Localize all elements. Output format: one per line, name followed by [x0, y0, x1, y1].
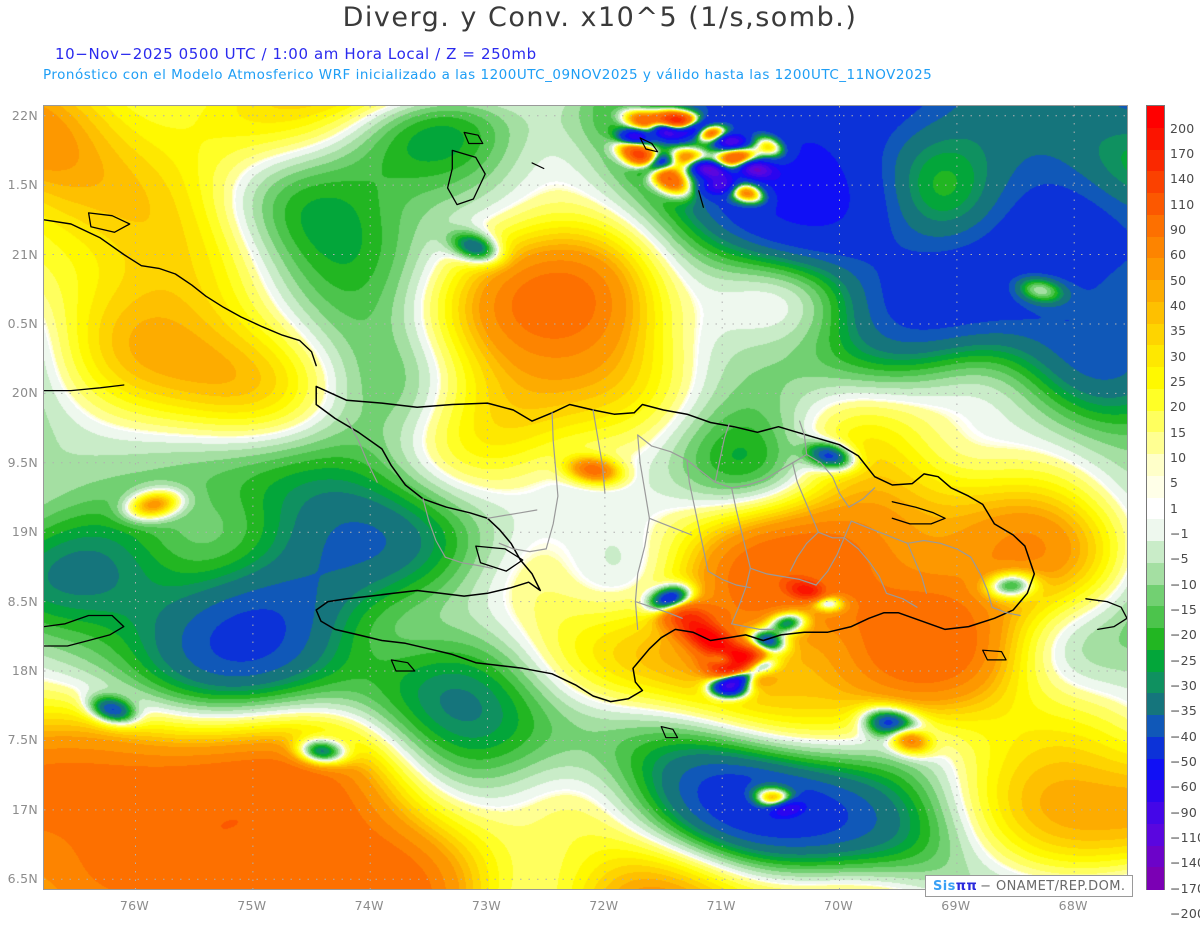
colorbar-segment-24 — [1147, 628, 1164, 651]
colorbar-segment-21 — [1147, 562, 1164, 586]
map-plot-area[interactable] — [43, 105, 1128, 890]
colorbar-segment-8 — [1147, 280, 1164, 303]
colorbar-label-8: 35 — [1170, 323, 1187, 339]
colorbar-segment-28 — [1147, 715, 1164, 738]
colorbar-label-31: −200 — [1170, 905, 1200, 921]
lon-tick-0: 76W — [119, 898, 150, 913]
divergence-field — [44, 106, 1127, 889]
colorbar-label-12: 15 — [1170, 424, 1187, 440]
colorbar-label-16: −1 — [1170, 525, 1189, 541]
colorbar-label-4: 90 — [1170, 222, 1187, 238]
colorbar-segment-17 — [1147, 475, 1164, 499]
colorbar-label-10: 25 — [1170, 374, 1187, 389]
lon-tick-3: 73W — [471, 898, 502, 913]
colorbar-segment-33 — [1147, 823, 1164, 847]
colorbar-segment-0 — [1147, 106, 1164, 129]
lat-tick-0: 22N — [11, 107, 38, 123]
colorbar-label-19: −15 — [1170, 601, 1197, 617]
colorbar-segment-34 — [1147, 845, 1164, 868]
page-title: Diverg. y Conv. x10^5 (1/s,somb.) — [342, 2, 858, 33]
colorbar-segment-19 — [1147, 519, 1164, 542]
lat-tick-9: 7.5N — [7, 732, 38, 748]
colorbar-label-23: −35 — [1170, 703, 1197, 719]
colorbar-label-3: 110 — [1170, 196, 1195, 212]
lat-tick-2: 21N — [11, 246, 38, 262]
colorbar-segment-20 — [1147, 541, 1164, 564]
colorbar-segment-31 — [1147, 780, 1164, 803]
colorbar-segment-30 — [1147, 758, 1164, 781]
colorbar[interactable] — [1146, 105, 1165, 890]
colorbar-segment-27 — [1147, 693, 1164, 716]
colorbar-segment-15 — [1147, 432, 1164, 455]
lon-tick-6: 70W — [823, 898, 854, 913]
colorbar-segment-13 — [1147, 388, 1164, 412]
colorbar-label-30: −170 — [1170, 880, 1200, 896]
colorbar-segment-35 — [1147, 867, 1164, 890]
colorbar-segment-5 — [1147, 214, 1164, 238]
colorbar-label-13: 10 — [1170, 449, 1187, 465]
colorbar-label-29: −140 — [1170, 855, 1200, 871]
colorbar-segment-12 — [1147, 367, 1164, 390]
colorbar-segment-14 — [1147, 410, 1164, 433]
lon-tick-1: 75W — [237, 898, 267, 913]
lon-tick-5: 71W — [706, 898, 736, 913]
colorbar-segment-25 — [1147, 649, 1164, 673]
colorbar-label-18: −10 — [1170, 576, 1197, 592]
colorbar-label-9: 30 — [1170, 348, 1187, 364]
colorbar-label-28: −110 — [1170, 829, 1200, 845]
colorbar-segment-23 — [1147, 606, 1164, 629]
colorbar-label-14: 5 — [1170, 475, 1179, 491]
colorbar-label-1: 170 — [1170, 146, 1195, 162]
colorbar-label-22: −30 — [1170, 677, 1197, 693]
lon-tick-2: 74W — [354, 898, 384, 913]
lat-tick-1: 1.5N — [7, 177, 38, 193]
colorbar-segment-2 — [1147, 149, 1164, 172]
colorbar-segment-16 — [1147, 454, 1164, 477]
lon-tick-4: 72W — [589, 898, 619, 913]
colorbar-segment-3 — [1147, 171, 1164, 194]
colorbar-label-0: 200 — [1170, 120, 1195, 136]
lon-tick-7: 69W — [941, 898, 971, 913]
colorbar-label-11: 20 — [1170, 399, 1187, 415]
colorbar-segment-7 — [1147, 258, 1164, 281]
lat-tick-7: 8.5N — [7, 593, 38, 609]
colorbar-label-20: −20 — [1170, 627, 1197, 643]
attribution-badge: Sis ππ − ONAMET/REP.DOM. — [925, 875, 1134, 897]
colorbar-segment-6 — [1147, 236, 1164, 259]
colorbar-segment-26 — [1147, 671, 1164, 694]
colorbar-segment-18 — [1147, 497, 1164, 520]
colorbar-segment-1 — [1147, 127, 1164, 151]
organization-label: − ONAMET/REP.DOM. — [980, 878, 1126, 894]
model-description-line: Pronóstico con el Modelo Atmosferico WRF… — [43, 67, 933, 83]
colorbar-label-15: 1 — [1170, 500, 1179, 516]
sistt-logo-pi: ππ — [955, 878, 978, 894]
lon-tick-8: 68W — [1058, 898, 1088, 913]
lat-tick-8: 18N — [11, 663, 38, 679]
colorbar-segment-32 — [1147, 802, 1164, 825]
colorbar-label-7: 40 — [1170, 298, 1187, 314]
colorbar-segment-11 — [1147, 345, 1164, 368]
forecast-time-line: 10−Nov−2025 0500 UTC / 1:00 am Hora Loca… — [55, 45, 537, 63]
lat-tick-4: 20N — [11, 385, 38, 401]
lat-tick-11: 6.5N — [7, 871, 38, 887]
colorbar-label-2: 140 — [1170, 171, 1195, 187]
colorbar-label-6: 50 — [1170, 272, 1187, 288]
lat-tick-10: 17N — [11, 801, 38, 817]
lat-tick-3: 0.5N — [7, 315, 38, 331]
colorbar-label-25: −50 — [1170, 753, 1197, 769]
colorbar-segment-10 — [1147, 323, 1164, 346]
colorbar-label-27: −90 — [1170, 804, 1197, 820]
colorbar-label-26: −60 — [1170, 779, 1197, 795]
sistt-logo-text: Sis — [933, 878, 956, 894]
colorbar-segment-29 — [1147, 736, 1164, 760]
colorbar-label-24: −40 — [1170, 728, 1197, 744]
colorbar-segment-22 — [1147, 584, 1164, 607]
colorbar-segment-4 — [1147, 193, 1164, 216]
lat-tick-6: 19N — [11, 524, 38, 540]
lat-tick-5: 9.5N — [7, 454, 38, 470]
colorbar-label-5: 60 — [1170, 247, 1187, 263]
colorbar-label-21: −25 — [1170, 652, 1197, 668]
colorbar-segment-9 — [1147, 301, 1164, 325]
colorbar-label-17: −5 — [1170, 551, 1189, 567]
